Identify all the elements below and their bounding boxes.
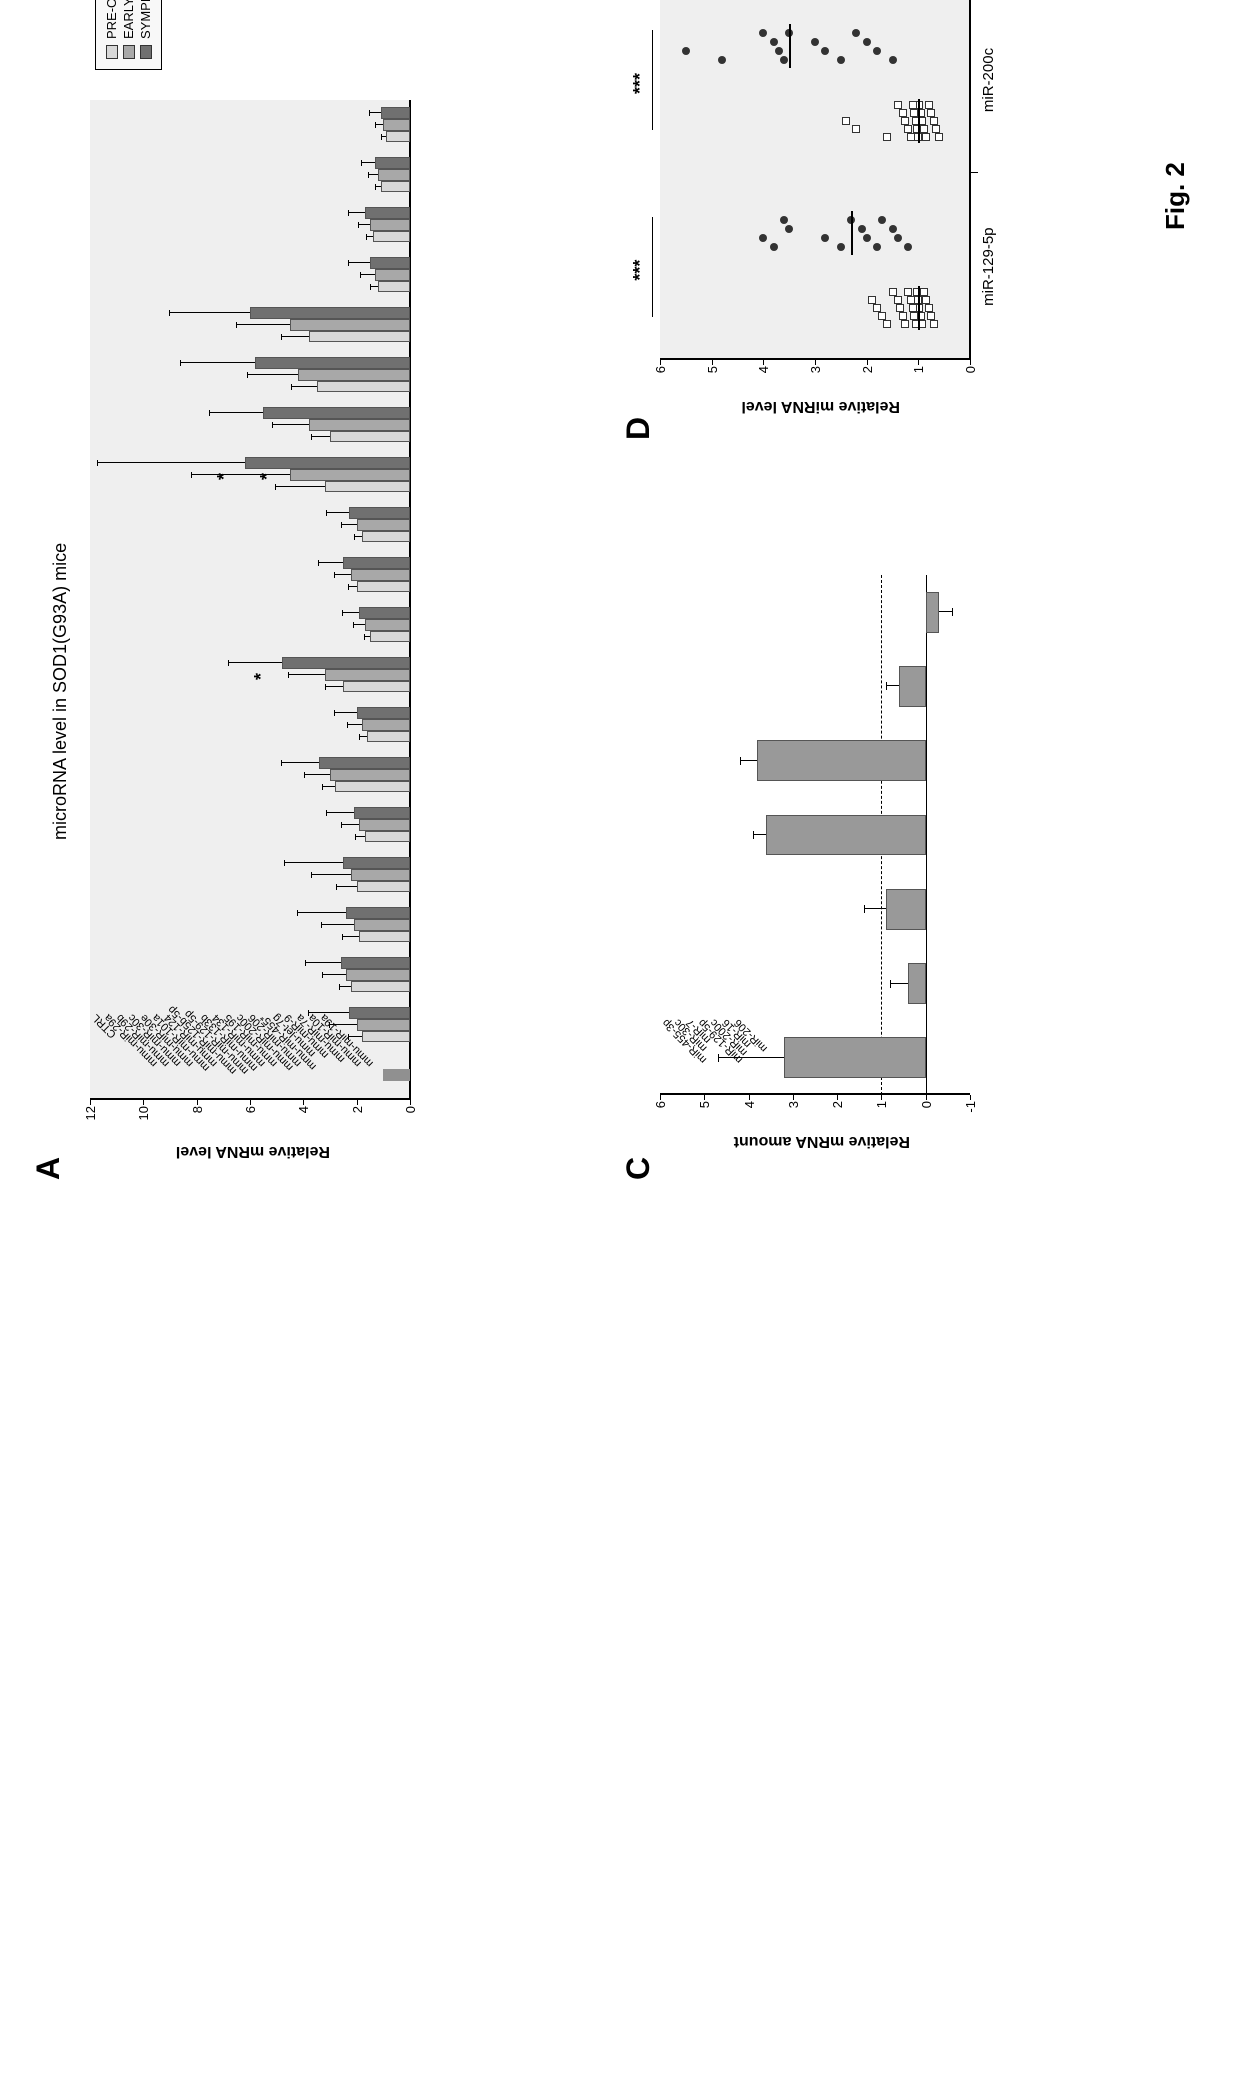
figure-caption: Fig. 2 [1160, 162, 1191, 230]
figure-container: A microRNA level in SOD1(G93A) mice 0246… [0, 0, 1240, 1240]
panel-c-ylabel: Relative mRNA amount [734, 1132, 910, 1150]
panel-d-label: D [620, 417, 657, 440]
panel-c-chart: -10123456miR-455-3pmiR-30cmiR-7miR-129-5… [660, 575, 970, 1095]
panel-d-ylabel: Relative miRNA level [741, 397, 900, 415]
panel-a-label: A [30, 1157, 67, 1180]
panel-c-label: C [620, 1157, 657, 1180]
panel-d-chart: 0123456miR-129-5pmiR-200cmiR-30c****** [660, 0, 970, 360]
panel-a-title: microRNA level in SOD1(G93A) mice [50, 543, 71, 840]
panel-a-chart: 024681012CTRLmmu-miR-29ammu-miR-29bmmu-m… [90, 100, 410, 1100]
panel-a-legend: PRE-ONSETEARLYSYMPHTOMATIC [95, 0, 162, 70]
panel-a-ylabel: Relative mRNA level [176, 1142, 330, 1160]
